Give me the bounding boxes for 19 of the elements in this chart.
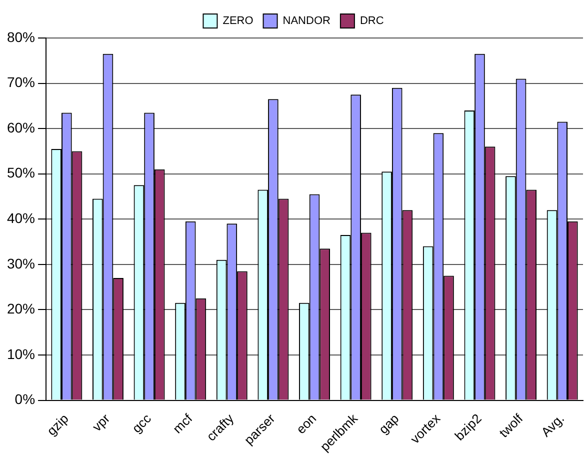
- y-tick-label: 60%: [6, 119, 36, 136]
- legend-label: ZERO: [222, 15, 254, 28]
- y-tick-label: 10%: [6, 346, 36, 362]
- y-tick-label: 20%: [6, 300, 36, 317]
- x-tick-label: vpr: [89, 410, 114, 434]
- y-tick-label: 0%: [14, 391, 36, 408]
- legend-label: NANDOR: [282, 15, 331, 28]
- x-tick-label: mcf: [170, 410, 196, 436]
- y-tick-label: 50%: [6, 164, 36, 181]
- x-tick-label: gcc: [129, 410, 154, 436]
- x-tick-label: Avg.: [538, 410, 567, 440]
- x-tick-label: gzip: [44, 410, 72, 438]
- y-tick-label: 70%: [6, 74, 36, 90]
- x-tick-label: gap: [376, 410, 402, 437]
- y-tick-label: 30%: [6, 255, 36, 272]
- y-tick-label: 80%: [6, 28, 36, 45]
- x-tick-label: eon: [293, 410, 320, 437]
- legend-label: DRC: [360, 15, 384, 28]
- y-tick-label: 40%: [6, 210, 36, 226]
